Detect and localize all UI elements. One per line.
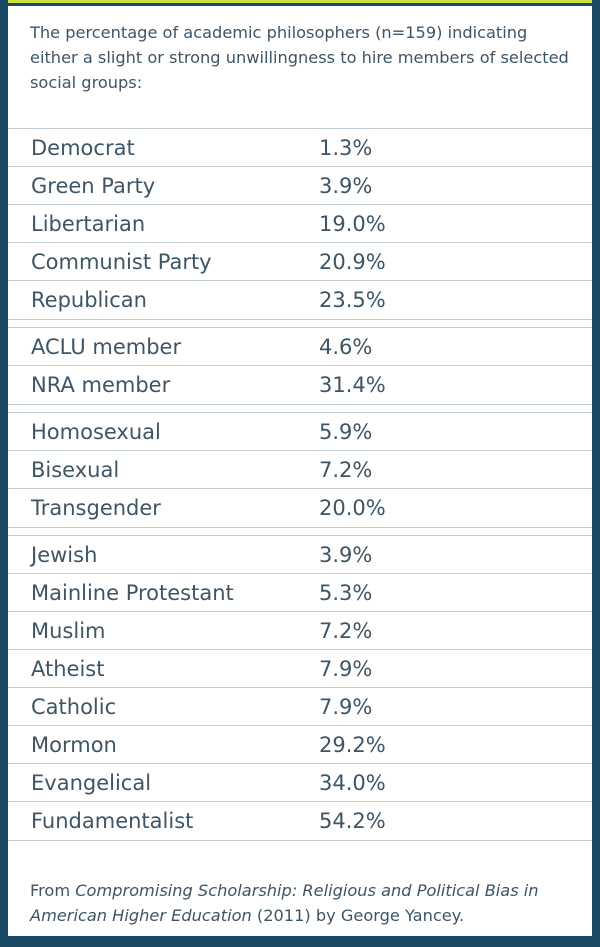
table-row: Mainline Protestant 5.3% — [8, 574, 592, 612]
table-row: Bisexual 7.2% — [8, 451, 592, 489]
table-row: Green Party 3.9% — [8, 167, 592, 205]
group-label: Homosexual — [31, 419, 161, 444]
table-row: Atheist 7.9% — [8, 650, 592, 688]
table-row: Libertarian 19.0% — [8, 205, 592, 243]
table-row: Jewish 3.9% — [8, 536, 592, 574]
intro-text: The percentage of academic philosophers … — [30, 23, 569, 92]
percentage-value: 54.2% — [319, 809, 386, 833]
table-group: Democrat 1.3% Green Party 3.9% Libertarian 19… — [8, 128, 592, 320]
percentage-value: 3.9% — [319, 173, 373, 198]
group-label: NRA member — [31, 373, 171, 397]
source-prefix: From — [30, 881, 76, 900]
table-group: ACLU member 4.6% NRA member 31.4% — [8, 327, 592, 405]
group-label: ACLU member — [31, 334, 182, 359]
group-label: Republican — [31, 288, 147, 312]
source-suffix: (2011) by George Yancey. — [251, 906, 465, 925]
percentage-value: 20.0% — [319, 496, 386, 520]
table-row: Transgender 20.0% — [8, 489, 592, 527]
percentage-value: 1.3% — [319, 135, 373, 160]
percentage-value: 3.9% — [319, 542, 373, 567]
group-label: Mormon — [31, 732, 117, 757]
group-label: Green Party — [31, 173, 156, 198]
table-row: Republican 23.5% — [8, 281, 592, 319]
percentage-value: 20.9% — [319, 249, 386, 274]
table-row: Evangelical 34.0% — [8, 764, 592, 802]
group-label: Evangelical — [31, 770, 152, 795]
percentage-value: 7.2% — [319, 618, 373, 643]
percentage-value: 5.9% — [319, 419, 373, 444]
group-label: Fundamentalist — [31, 809, 194, 833]
group-label: Atheist — [31, 656, 105, 681]
percentage-value: 19.0% — [319, 211, 386, 236]
percentage-value: 7.2% — [319, 457, 373, 482]
group-label: Mainline Protestant — [31, 580, 234, 605]
group-label: Bisexual — [31, 457, 120, 482]
group-label: Catholic — [31, 694, 117, 719]
table-row: NRA member 31.4% — [8, 366, 592, 404]
table-row: Fundamentalist 54.2% — [8, 802, 592, 840]
percentage-value: 7.9% — [319, 694, 373, 719]
accent-bar — [8, 0, 592, 3]
infographic-card: The percentage of academic philosophers … — [8, 0, 592, 936]
table-row: Democrat 1.3% — [8, 129, 592, 167]
group-label: Jewish — [31, 542, 98, 567]
results-table: Democrat 1.3% Green Party 3.9% Libertarian 19… — [8, 128, 592, 848]
table-row: ACLU member 4.6% — [8, 328, 592, 366]
source-book-title: Compromising Scholarship: Religious and … — [30, 881, 539, 925]
percentage-value: 31.4% — [319, 373, 386, 397]
percentage-value: 34.0% — [319, 770, 386, 795]
table-row: Homosexual 5.9% — [8, 413, 592, 451]
group-label: Libertarian — [31, 211, 146, 236]
source-citation: From Compromising Scholarship: Religious… — [30, 878, 575, 928]
table-group: Homosexual 5.9% Bisexual 7.2% Transgender 20.… — [8, 412, 592, 528]
table-row: Muslim 7.2% — [8, 612, 592, 650]
group-label: Communist Party — [31, 249, 212, 274]
table-row: Communist Party 20.9% — [8, 243, 592, 281]
percentage-value: 23.5% — [319, 288, 386, 312]
table-row: Catholic 7.9% — [8, 688, 592, 726]
percentage-value: 4.6% — [319, 334, 373, 359]
group-label: Muslim — [31, 618, 106, 643]
group-label: Transgender — [31, 496, 161, 520]
table-group: Jewish 3.9% Mainline Protestant 5.3% Muslim 7… — [8, 535, 592, 841]
percentage-value: 5.3% — [319, 580, 373, 605]
table-row: Mormon 29.2% — [8, 726, 592, 764]
percentage-value: 7.9% — [319, 656, 373, 681]
percentage-value: 29.2% — [319, 732, 386, 757]
group-label: Democrat — [31, 135, 135, 160]
